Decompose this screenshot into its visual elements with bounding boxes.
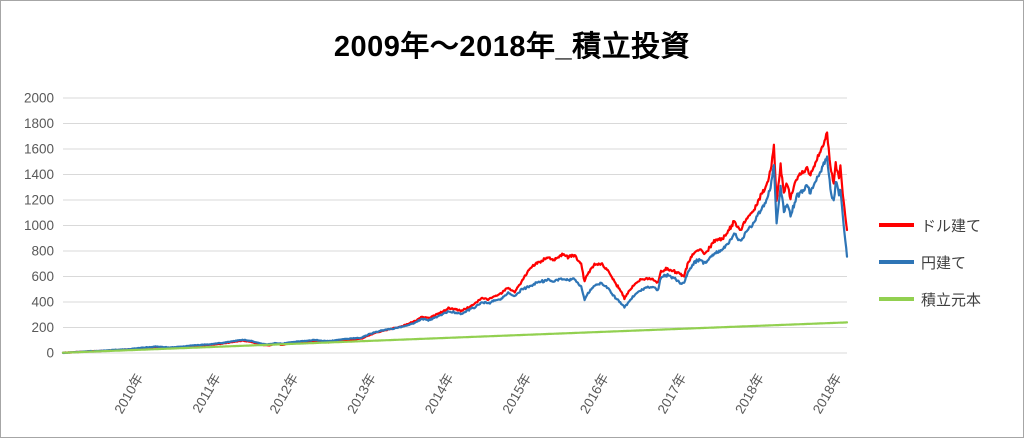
svg-text:2012年: 2012年 <box>267 371 302 416</box>
legend-line-dollar-icon <box>879 223 914 227</box>
legend-item-dollar[interactable]: ドル建て <box>879 212 981 238</box>
svg-text:600: 600 <box>31 269 54 284</box>
legend-label-dollar: ドル建て <box>921 217 982 235</box>
svg-text:1400: 1400 <box>24 167 54 182</box>
legend-label-principal: 積立元本 <box>921 291 982 309</box>
svg-text:2011年: 2011年 <box>190 371 224 415</box>
svg-text:2015年: 2015年 <box>499 371 534 416</box>
svg-text:2018年: 2018年 <box>732 371 767 416</box>
svg-text:1800: 1800 <box>24 116 54 131</box>
chart-title: 2009年〜2018年_積立投資 <box>333 31 691 63</box>
legend-item-principal[interactable]: 積立元本 <box>879 286 981 312</box>
legend-item-yen[interactable]: 円建て <box>879 249 981 275</box>
legend-label-yen: 円建て <box>921 254 967 272</box>
svg-text:1000: 1000 <box>24 218 54 233</box>
svg-text:200: 200 <box>31 320 54 335</box>
svg-text:2017年: 2017年 <box>655 371 690 416</box>
svg-text:2014年: 2014年 <box>422 371 457 416</box>
svg-text:800: 800 <box>31 244 54 259</box>
legend-line-yen-icon <box>879 260 914 264</box>
svg-text:400: 400 <box>31 295 54 310</box>
svg-text:0: 0 <box>46 346 54 361</box>
svg-text:2013年: 2013年 <box>344 371 379 416</box>
svg-text:1200: 1200 <box>24 193 54 208</box>
svg-text:1600: 1600 <box>24 142 54 157</box>
legend-line-principal-icon <box>879 297 914 301</box>
svg-text:2016年: 2016年 <box>577 371 612 416</box>
legend: ドル建て 円建て 積立元本 <box>879 212 981 323</box>
svg-text:2000: 2000 <box>24 91 54 106</box>
svg-text:2010年: 2010年 <box>111 371 146 416</box>
svg-text:2018年: 2018年 <box>810 371 845 416</box>
